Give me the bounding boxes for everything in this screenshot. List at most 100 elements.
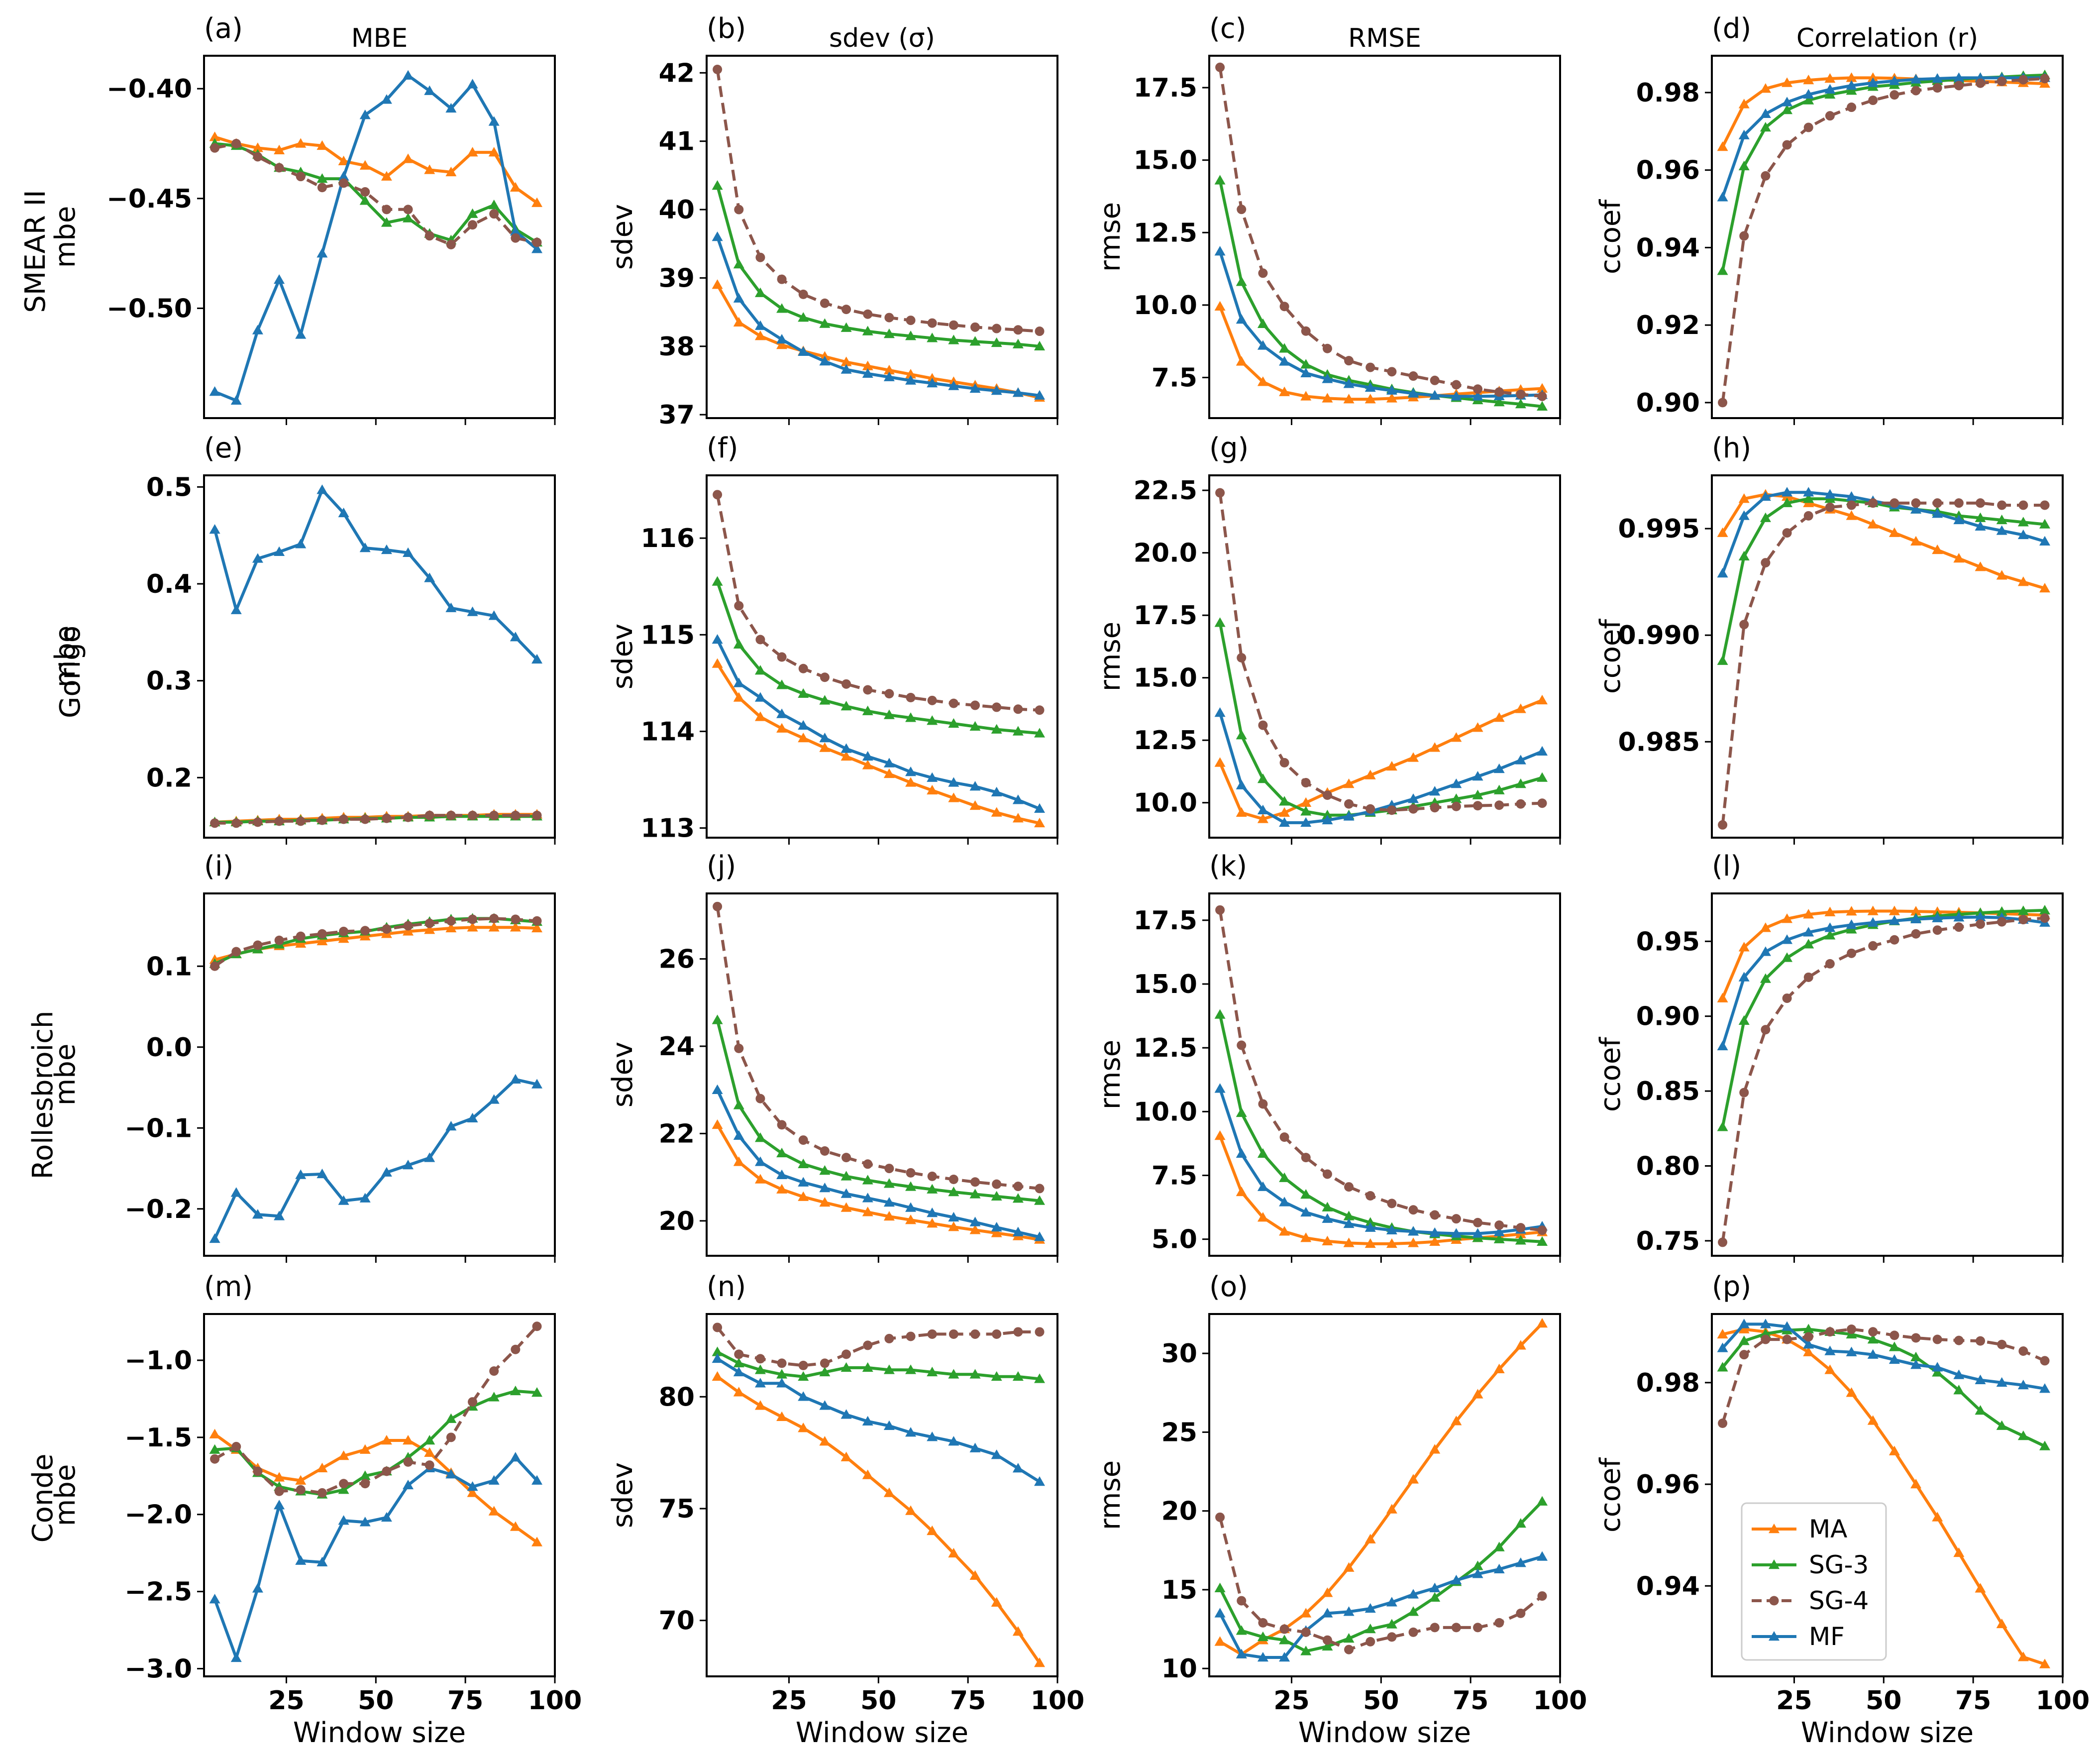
point-mf bbox=[927, 1207, 938, 1217]
point-mf bbox=[531, 654, 543, 664]
series-line-ma bbox=[1218, 306, 1543, 401]
point-ma bbox=[467, 1487, 478, 1497]
point-sg-4 bbox=[1803, 1332, 1813, 1342]
point-sg-4 bbox=[382, 813, 392, 823]
point-ma bbox=[1515, 703, 1526, 713]
x-tick-label: 75 bbox=[1955, 1686, 1991, 1716]
point-sg-4 bbox=[798, 289, 808, 299]
point-sg-4 bbox=[2018, 75, 2028, 85]
y-axis-label: sdev bbox=[607, 204, 639, 270]
point-mf bbox=[1034, 390, 1046, 400]
panel-o: 10 15 20 25 30 25 50 75 100 Window size rmse (o) bbox=[1094, 1271, 1587, 1749]
point-ma bbox=[1824, 1364, 1836, 1374]
point-ma bbox=[424, 1447, 435, 1457]
point-ma bbox=[1386, 1238, 1397, 1248]
point-mf bbox=[1322, 814, 1333, 825]
point-sg-4 bbox=[1344, 356, 1354, 366]
point-sg-4 bbox=[970, 322, 980, 332]
point-sg-3 bbox=[2017, 905, 2029, 915]
point-mf bbox=[1034, 803, 1046, 813]
point-sg-3 bbox=[819, 1165, 831, 1175]
point-ma bbox=[1408, 752, 1419, 762]
point-sg-4 bbox=[424, 810, 434, 820]
point-mf bbox=[252, 325, 263, 334]
point-sg-3 bbox=[1034, 1373, 1046, 1383]
point-sg-4 bbox=[992, 1179, 1002, 1189]
point-ma bbox=[1717, 1328, 1728, 1339]
point-mf bbox=[1472, 1228, 1483, 1238]
point-sg-4 bbox=[798, 1135, 808, 1145]
point-mf bbox=[1975, 911, 1986, 921]
y-tick-label: 10.0 bbox=[1134, 788, 1197, 818]
point-sg-4 bbox=[1365, 804, 1375, 814]
point-sg-3 bbox=[819, 695, 831, 705]
point-mf bbox=[1343, 1218, 1355, 1228]
point-ma bbox=[1322, 393, 1333, 403]
point-ma bbox=[1493, 712, 1505, 722]
point-ma bbox=[424, 164, 435, 174]
point-sg-4 bbox=[1013, 704, 1023, 714]
point-mf bbox=[1236, 1148, 1247, 1158]
point-mf bbox=[1300, 367, 1312, 377]
y-tick-label: 5.0 bbox=[1152, 1225, 1197, 1255]
point-sg-3 bbox=[948, 334, 959, 344]
y-tick-label: 0.94 bbox=[1636, 1571, 1700, 1601]
point-sg-3 bbox=[927, 715, 938, 725]
point-mf bbox=[424, 572, 435, 582]
point-ma bbox=[531, 922, 543, 933]
y-tick-label: −3.0 bbox=[124, 1654, 192, 1684]
series-line-ma bbox=[1218, 1135, 1543, 1245]
point-sg-4 bbox=[820, 1146, 830, 1156]
point-sg-3 bbox=[2017, 517, 2029, 527]
point-sg-4 bbox=[1237, 1596, 1247, 1606]
y-tick-label: 114 bbox=[640, 717, 695, 747]
point-ma bbox=[969, 800, 981, 810]
point-mf bbox=[1782, 97, 1793, 107]
point-sg-3 bbox=[1472, 1560, 1483, 1570]
point-sg-3 bbox=[840, 700, 852, 711]
point-mf bbox=[712, 1353, 723, 1363]
point-sg-3 bbox=[840, 322, 852, 332]
point-sg-4 bbox=[1215, 488, 1225, 498]
y-tick-label: −0.1 bbox=[124, 1113, 192, 1143]
point-ma bbox=[1932, 1512, 1943, 1522]
point-mf bbox=[1803, 487, 1814, 497]
y-axis-label: sdev bbox=[607, 1462, 639, 1528]
point-mf bbox=[1493, 1563, 1505, 1574]
point-mf bbox=[1803, 927, 1814, 937]
point-sg-4 bbox=[1516, 799, 1526, 809]
point-ma bbox=[969, 1570, 981, 1580]
point-mf bbox=[1451, 778, 1462, 788]
point-ma bbox=[1889, 1445, 1900, 1455]
point-sg-4 bbox=[1847, 1324, 1857, 1334]
point-sg-3 bbox=[862, 1175, 873, 1185]
point-sg-4 bbox=[339, 178, 349, 188]
y-tick-label: 20 bbox=[1161, 1497, 1197, 1527]
point-sg-3 bbox=[1803, 95, 1814, 105]
point-sg-4 bbox=[1035, 1184, 1045, 1194]
y-tick-label: 0.96 bbox=[1636, 156, 1700, 186]
point-ma bbox=[445, 166, 457, 177]
point-sg-4 bbox=[1954, 498, 1964, 508]
point-sg-4 bbox=[1408, 371, 1418, 381]
point-mf bbox=[1824, 84, 1836, 94]
point-ma bbox=[1386, 1504, 1397, 1514]
panel-letter: (f) bbox=[707, 432, 738, 464]
point-sg-3 bbox=[776, 679, 788, 689]
point-sg-4 bbox=[1890, 935, 1899, 945]
point-mf bbox=[338, 1195, 349, 1205]
point-sg-4 bbox=[1387, 1632, 1397, 1642]
point-sg-4 bbox=[360, 814, 370, 824]
point-mf bbox=[1515, 755, 1526, 765]
point-sg-3 bbox=[1236, 276, 1247, 286]
point-ma bbox=[927, 784, 938, 795]
series-line-ma bbox=[716, 1124, 1040, 1241]
point-sg-4 bbox=[532, 1321, 542, 1331]
point-sg-3 bbox=[1493, 396, 1505, 407]
series-line-ma bbox=[1219, 1322, 1544, 1656]
panel-p: 0.94 0.96 0.98 25 50 75 100 Window size ccoef (p) bbox=[1594, 1271, 2090, 1749]
point-mf bbox=[1493, 1226, 1505, 1236]
point-sg-4 bbox=[1932, 1334, 1942, 1344]
point-mf bbox=[230, 604, 242, 614]
point-sg-3 bbox=[1343, 1210, 1355, 1220]
